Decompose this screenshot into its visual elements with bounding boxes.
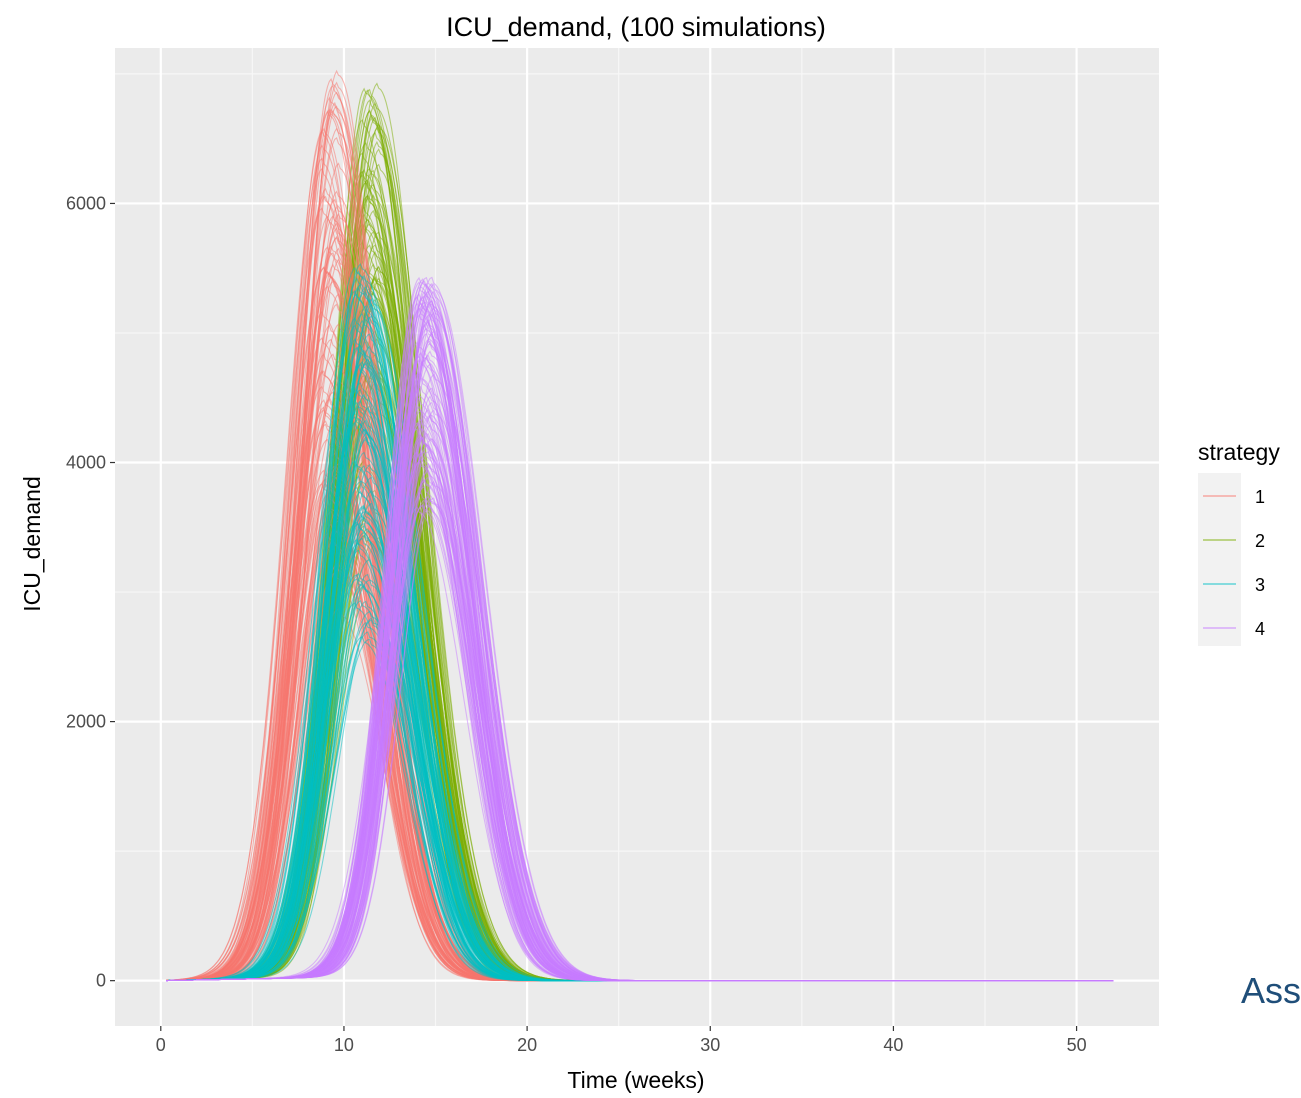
x-tick-label: 0 xyxy=(156,1035,166,1055)
axis-ticks xyxy=(110,202,1078,1031)
legend-items: 1 2 3 4 xyxy=(1203,487,1265,639)
y-tick-label: 6000 xyxy=(66,193,106,213)
x-tick-label: 50 xyxy=(1067,1035,1087,1055)
x-tick-label: 30 xyxy=(700,1035,720,1055)
x-axis-tick-labels: 0 10 20 30 40 50 xyxy=(156,1035,1087,1055)
edge-text-fragment: Ass xyxy=(1240,970,1301,1011)
x-axis-title: Time (weeks) xyxy=(567,1067,704,1093)
y-axis-title: ICU_demand xyxy=(19,476,45,612)
series-4-line xyxy=(166,498,1114,982)
legend-label-4: 4 xyxy=(1255,619,1265,639)
chart-title: ICU_demand, (100 simulations) xyxy=(446,12,826,42)
y-tick-label: 2000 xyxy=(66,712,106,732)
series-4-group xyxy=(166,276,1114,982)
legend-label-2: 2 xyxy=(1255,531,1265,551)
legend-label-1: 1 xyxy=(1255,487,1265,507)
legend-key-background xyxy=(1198,473,1241,646)
legend-label-3: 3 xyxy=(1255,575,1265,595)
legend-title: strategy xyxy=(1198,439,1280,465)
x-tick-label: 40 xyxy=(883,1035,903,1055)
minor-gridlines xyxy=(115,48,1159,1026)
series-lines xyxy=(166,69,1114,982)
legend: strategy 1 2 3 4 xyxy=(1198,439,1280,646)
x-tick-label: 20 xyxy=(517,1035,537,1055)
y-tick-label: 4000 xyxy=(66,453,106,473)
x-tick-label: 10 xyxy=(334,1035,354,1055)
y-axis-tick-labels: 0 2000 4000 6000 xyxy=(66,193,106,990)
y-tick-label: 0 xyxy=(96,971,106,991)
